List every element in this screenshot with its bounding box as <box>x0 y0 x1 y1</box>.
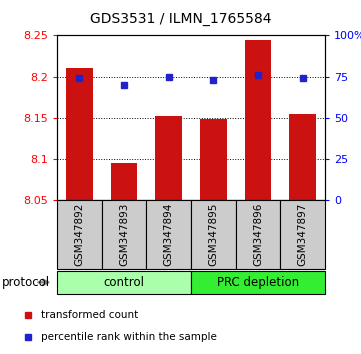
Text: GDS3531 / ILMN_1765584: GDS3531 / ILMN_1765584 <box>90 12 271 27</box>
Bar <box>110 163 138 200</box>
Text: GSM347894: GSM347894 <box>164 203 174 266</box>
Bar <box>102 200 146 269</box>
Bar <box>66 68 93 200</box>
Text: transformed count: transformed count <box>41 310 138 320</box>
Text: GSM347897: GSM347897 <box>297 203 308 266</box>
Text: control: control <box>104 276 144 289</box>
Text: GSM347893: GSM347893 <box>119 203 129 266</box>
Text: protocol: protocol <box>2 276 50 289</box>
Text: PRC depletion: PRC depletion <box>217 276 299 289</box>
Bar <box>191 200 236 269</box>
Bar <box>200 119 227 200</box>
Bar <box>244 40 271 200</box>
Text: GSM347895: GSM347895 <box>208 203 218 266</box>
Text: GSM347892: GSM347892 <box>74 203 84 266</box>
Bar <box>280 200 325 269</box>
Bar <box>146 200 191 269</box>
Bar <box>236 200 280 269</box>
Text: GSM347896: GSM347896 <box>253 203 263 266</box>
Text: percentile rank within the sample: percentile rank within the sample <box>41 332 217 342</box>
Bar <box>57 271 191 294</box>
Bar <box>289 114 316 200</box>
Bar <box>155 116 182 200</box>
Bar <box>191 271 325 294</box>
Bar <box>57 200 102 269</box>
